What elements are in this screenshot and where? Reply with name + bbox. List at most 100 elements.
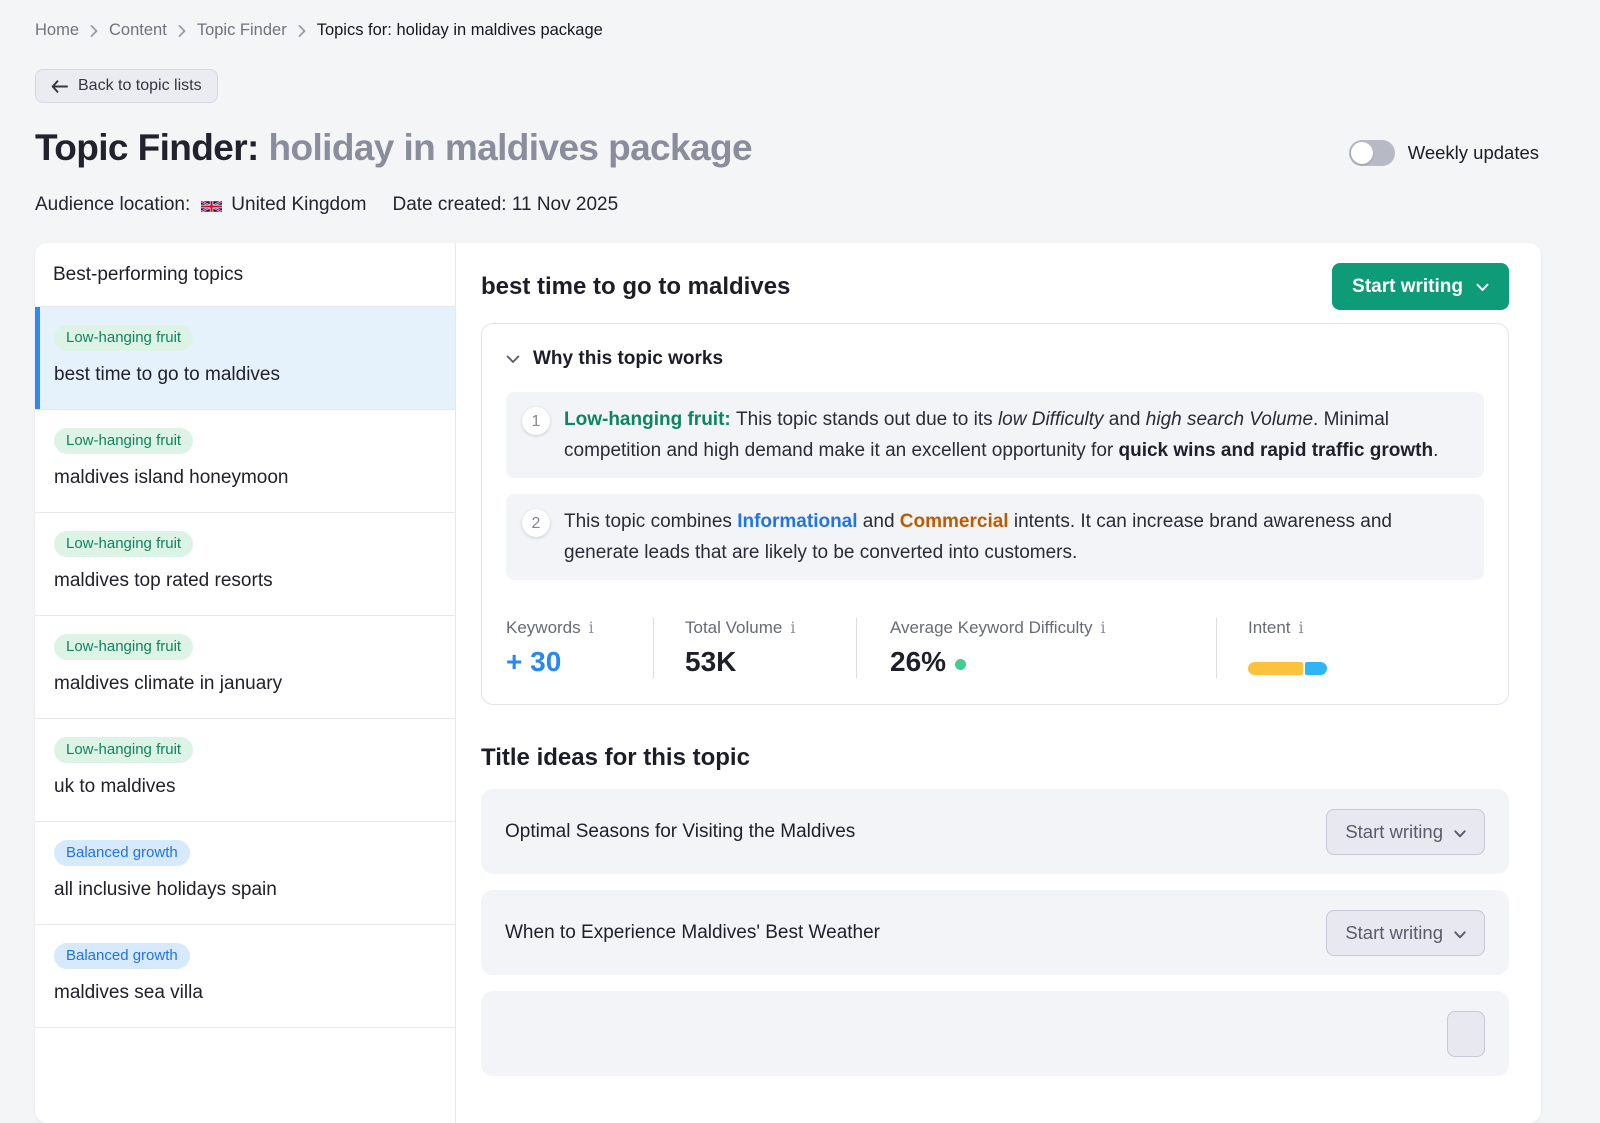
topic-label: all inclusive holidays spain bbox=[54, 879, 277, 900]
topic-label: best time to go to maldives bbox=[54, 364, 280, 385]
point-text: Low-hanging fruit: This topic stands out… bbox=[564, 404, 1460, 466]
chevron-right-icon bbox=[90, 24, 98, 37]
metric-label: Total Volume bbox=[685, 618, 783, 637]
total-volume-value: 53K bbox=[685, 646, 737, 677]
point-segment: intents. It can increase brand awareness… bbox=[564, 511, 1392, 563]
start-writing-idea-button[interactable]: Start writing bbox=[1326, 808, 1485, 855]
uk-flag-icon bbox=[201, 198, 223, 213]
point-number: 1 bbox=[522, 407, 550, 435]
info-icon[interactable]: i bbox=[588, 618, 594, 637]
why-point-1: 1 Low-hanging fruit: This topic stands o… bbox=[506, 392, 1484, 478]
point-segment: . bbox=[1433, 440, 1439, 461]
topic-label: maldives island honeymoon bbox=[54, 467, 289, 488]
title-ideas-heading: Title ideas for this topic bbox=[481, 744, 750, 771]
chevron-down-icon bbox=[1476, 276, 1489, 298]
info-icon[interactable]: i bbox=[1100, 618, 1106, 637]
start-writing-button[interactable]: Start writing bbox=[1332, 263, 1509, 310]
chevron-right-icon bbox=[298, 24, 306, 37]
intent-commercial-segment bbox=[1305, 662, 1327, 675]
difficulty-value: 26% bbox=[890, 646, 947, 677]
weekly-updates-toggle[interactable] bbox=[1348, 140, 1395, 166]
intent-bar bbox=[1248, 662, 1327, 675]
why-topic-works-title: Why this topic works bbox=[533, 348, 724, 369]
start-writing-idea-button[interactable] bbox=[1447, 1010, 1485, 1057]
metric-avg-keyword-difficulty: Average Keyword Difficulty i 26% bbox=[856, 618, 1216, 678]
weekly-updates: Weekly updates bbox=[1348, 140, 1539, 166]
title-idea-card-partial bbox=[481, 991, 1509, 1076]
audience-location-value: United Kingdom bbox=[231, 194, 367, 215]
breadcrumb-current: Topics for: holiday in maldives package bbox=[316, 21, 603, 39]
point-segment: . Minimal competition and high demand ma… bbox=[564, 409, 1390, 461]
breadcrumb-topic-finder[interactable]: Topic Finder bbox=[196, 21, 287, 39]
info-icon[interactable]: i bbox=[1298, 618, 1304, 637]
title-idea-card: When to Experience Maldives' Best Weathe… bbox=[481, 890, 1509, 975]
collapse-chevron-icon[interactable] bbox=[506, 355, 520, 364]
status-badge: Low-hanging fruit bbox=[54, 325, 194, 351]
metric-total-volume: Total Volume i 53K bbox=[653, 618, 856, 678]
point-segment: Informational bbox=[737, 511, 858, 532]
topic-label: maldives top rated resorts bbox=[54, 570, 273, 591]
topic-title: best time to go to maldives bbox=[481, 272, 791, 300]
sidebar-item-maldives-top-rated-resorts[interactable]: Low-hanging fruit maldives top rated res… bbox=[35, 513, 455, 616]
breadcrumb-content[interactable]: Content bbox=[109, 21, 167, 39]
point-segment: This topic stands out due to its bbox=[736, 409, 998, 430]
metric-label: Intent bbox=[1248, 618, 1291, 637]
chevron-right-icon bbox=[178, 24, 186, 37]
status-badge: Balanced growth bbox=[54, 943, 190, 969]
arrow-left-icon bbox=[51, 79, 68, 93]
sidebar-item-uk-to-maldives[interactable]: Low-hanging fruit uk to maldives bbox=[35, 719, 455, 822]
sidebar-item-all-inclusive-holidays-spain[interactable]: Balanced growth all inclusive holidays s… bbox=[35, 822, 455, 925]
status-badge: Low-hanging fruit bbox=[54, 737, 194, 763]
topic-label: uk to maldives bbox=[54, 776, 176, 797]
metric-label: Keywords bbox=[506, 618, 581, 637]
topic-detail-panel: best time to go to maldives Start writin… bbox=[456, 243, 1541, 1123]
point-text: This topic combines Informational and Co… bbox=[564, 506, 1460, 568]
chevron-down-icon bbox=[1454, 821, 1466, 843]
metric-label: Average Keyword Difficulty bbox=[890, 618, 1093, 637]
start-writing-idea-button[interactable]: Start writing bbox=[1326, 909, 1485, 956]
point-segment: Commercial bbox=[899, 511, 1009, 532]
point-segment: high search Volume bbox=[1145, 409, 1314, 430]
why-topic-works-section: Why this topic works 1 Low-hanging fruit… bbox=[481, 323, 1509, 705]
point-segment: This topic combines bbox=[564, 511, 738, 532]
point-segment: and bbox=[857, 511, 900, 532]
difficulty-value-row: 26% bbox=[890, 646, 1216, 678]
back-to-topic-lists-button[interactable]: Back to topic lists bbox=[35, 69, 218, 103]
intent-informational-segment bbox=[1248, 662, 1303, 675]
weekly-updates-label: Weekly updates bbox=[1407, 142, 1539, 163]
why-topic-works-header: Why this topic works bbox=[482, 324, 1508, 392]
title-idea-text: Optimal Seasons for Visiting the Maldive… bbox=[505, 820, 856, 842]
status-badge: Low-hanging fruit bbox=[54, 634, 194, 660]
sidebar-item-maldives-climate-in-january[interactable]: Low-hanging fruit maldives climate in ja… bbox=[35, 616, 455, 719]
info-icon[interactable]: i bbox=[790, 618, 796, 637]
point-segment: Low-hanging fruit: bbox=[564, 409, 737, 430]
sidebar-item-best-time-to-go-to-maldives[interactable]: Low-hanging fruit best time to go to mal… bbox=[35, 307, 455, 410]
keywords-value: + 30 bbox=[506, 646, 562, 677]
title-idea-text: When to Experience Maldives' Best Weathe… bbox=[505, 921, 881, 943]
topic-label: maldives climate in january bbox=[54, 673, 283, 694]
sidebar-title: Best-performing topics bbox=[35, 243, 455, 307]
meta-row: Audience location: United Kingdom Date c… bbox=[35, 194, 618, 216]
sidebar-item-maldives-sea-villa[interactable]: Balanced growth maldives sea villa bbox=[35, 925, 455, 1028]
topic-metrics: Keywords i + 30 Total Volume i 53K Avera… bbox=[482, 596, 1508, 704]
metric-intent: Intent i bbox=[1216, 618, 1484, 678]
difficulty-level-dot bbox=[955, 659, 967, 670]
status-badge: Low-hanging fruit bbox=[54, 428, 194, 454]
status-badge: Low-hanging fruit bbox=[54, 531, 194, 557]
breadcrumb: Home Content Topic Finder Topics for: ho… bbox=[35, 21, 603, 40]
topic-label: maldives sea villa bbox=[54, 982, 203, 1003]
toggle-knob bbox=[1350, 142, 1373, 164]
topic-detail-header: best time to go to maldives Start writin… bbox=[481, 263, 1509, 310]
best-performing-topics-sidebar: Best-performing topics Low-hanging fruit… bbox=[35, 243, 456, 1123]
point-segment: low Difficulty bbox=[997, 409, 1104, 430]
title-idea-card: Optimal Seasons for Visiting the Maldive… bbox=[481, 789, 1509, 874]
sidebar-item-maldives-island-honeymoon[interactable]: Low-hanging fruit maldives island honeym… bbox=[35, 410, 455, 513]
chevron-down-icon bbox=[1454, 922, 1466, 944]
start-writing-label: Start writing bbox=[1352, 275, 1463, 297]
status-badge: Balanced growth bbox=[54, 840, 190, 866]
back-button-label: Back to topic lists bbox=[78, 77, 202, 94]
breadcrumb-home[interactable]: Home bbox=[35, 21, 80, 39]
audience-location-label: Audience location: bbox=[35, 194, 191, 215]
page-title: Topic Finder: holiday in maldives packag… bbox=[35, 127, 753, 169]
metric-keywords: Keywords i + 30 bbox=[506, 618, 653, 678]
